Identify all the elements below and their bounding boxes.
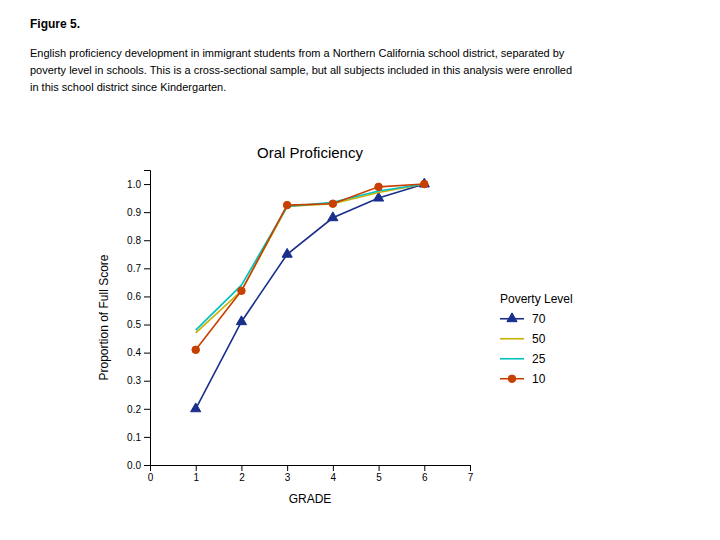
x-axis: 0 1 2 3 4 5 6 7 <box>148 465 474 483</box>
marks <box>191 178 430 412</box>
series-marker <box>238 287 246 295</box>
y-tick-mark <box>144 325 150 326</box>
legend-label: 10 <box>532 372 546 386</box>
series-marker <box>421 180 429 188</box>
y-tick-label: 0.0 <box>127 460 141 471</box>
series-marker <box>192 346 200 354</box>
chart: Figure 5. English proficiency development… <box>0 0 720 540</box>
y-tick-label: 0.3 <box>127 375 141 386</box>
y-tick: 1.0 <box>127 179 150 190</box>
legend-item: 50 <box>500 332 546 346</box>
series-marker <box>283 201 291 209</box>
series-marker <box>282 248 292 257</box>
plot: 0 1 2 3 4 5 6 7 0.0 0.1 0.2 0.3 0.4 0.5 0.6 0.7 0.8 0.9 1.… <box>97 144 474 506</box>
y-tick-label: 0.6 <box>127 291 141 302</box>
legend-symbol <box>507 313 517 322</box>
series-line <box>196 184 425 333</box>
series-line <box>196 184 425 350</box>
legend-item: 25 <box>500 352 546 366</box>
x-tick-label: 0 <box>148 472 154 483</box>
y-tick-label: 0.8 <box>127 235 141 246</box>
x-tick-label: 6 <box>422 472 428 483</box>
y-tick-label: 0.5 <box>127 319 141 330</box>
legend-item: 70 <box>500 312 546 326</box>
x-tick-label: 3 <box>285 472 291 483</box>
legend-item: 10 <box>500 372 546 386</box>
caption-line: English proficiency development in immig… <box>30 47 565 59</box>
y-tick-label: 0.9 <box>127 207 141 218</box>
x-tick-mark <box>424 465 425 471</box>
y-tick-mark <box>144 381 150 382</box>
y-tick-mark <box>144 212 150 213</box>
x-tick-label: 5 <box>376 472 382 483</box>
y-tick-label: 0.4 <box>127 347 141 358</box>
legend-swatch <box>500 338 524 340</box>
x-tick-mark <box>333 465 334 471</box>
y-tick: 0.2 <box>127 404 150 415</box>
legend-symbol <box>508 375 516 383</box>
title: Oral Proficiency <box>257 144 363 161</box>
series-marker <box>419 178 429 187</box>
x-tick-label: 4 <box>331 472 337 483</box>
y-tick: 0.1 <box>127 432 150 443</box>
x-tick-mark <box>287 465 288 471</box>
y-tick-label: 1.0 <box>127 179 141 190</box>
y-tick-label: 0.2 <box>127 404 141 415</box>
legend-label: 50 <box>532 332 546 346</box>
y-tick-mark <box>144 268 150 269</box>
series-line <box>196 184 425 409</box>
y-tick: 0.3 <box>127 375 150 386</box>
x-axis-title: GRADE <box>289 492 332 506</box>
x-tick: 1 <box>193 465 199 483</box>
series-marker <box>328 212 338 221</box>
x-axis-line <box>151 466 471 472</box>
y-tick-mark <box>144 296 150 297</box>
y-tick-mark <box>144 437 150 438</box>
caption-line: in this school district since Kindergart… <box>30 81 226 93</box>
y-tick: 0.4 <box>127 347 150 358</box>
y-tick-mark <box>144 184 150 185</box>
y-tick-label: 0.7 <box>127 263 141 274</box>
series-marker <box>375 183 383 191</box>
x-tick-mark <box>470 465 471 471</box>
y-tick-label: 0.1 <box>127 432 141 443</box>
y-axis-line <box>144 171 151 466</box>
x-tick: 5 <box>376 465 382 483</box>
y-axis-title: Proportion of Full Score <box>97 254 111 380</box>
x-tick-mark <box>241 465 242 471</box>
x-tick-label: 7 <box>468 472 474 483</box>
legend-title: Poverty Level <box>500 292 573 306</box>
legend-label: 25 <box>532 352 546 366</box>
x-tick: 7 <box>468 465 474 483</box>
x-tick-label: 1 <box>193 472 199 483</box>
series-marker <box>236 316 246 325</box>
y-tick: 0.0 <box>127 460 150 471</box>
legend-label: 70 <box>532 312 546 326</box>
series-marker <box>329 200 337 208</box>
x-tick: 4 <box>331 465 337 483</box>
x-tick: 0 <box>148 465 154 483</box>
x-tick-label: 2 <box>239 472 245 483</box>
legend-swatch <box>500 358 524 360</box>
y-tick: 0.8 <box>127 235 150 246</box>
x-tick: 3 <box>285 465 291 483</box>
caption-line: poverty level in schools. This is a cros… <box>30 64 572 76</box>
x-tick: 2 <box>239 465 245 483</box>
x-tick-mark <box>196 465 197 471</box>
y-axis: 0.0 0.1 0.2 0.3 0.4 0.5 0.6 0.7 0.8 0.9 1.0 <box>127 171 150 471</box>
y-tick: 0.6 <box>127 291 150 302</box>
y-tick: 0.7 <box>127 263 150 274</box>
x-tick: 6 <box>422 465 428 483</box>
series-marker <box>191 403 201 412</box>
y-tick: 0.9 <box>127 207 150 218</box>
y-tick-mark <box>144 353 150 354</box>
legend: Poverty Level 70 50 25 10 <box>500 292 573 386</box>
figure-label: Figure 5. <box>30 17 80 31</box>
series-line <box>196 184 425 330</box>
y-tick-mark <box>144 465 150 466</box>
y-tick-mark <box>144 409 150 410</box>
x-tick-mark <box>379 465 380 471</box>
y-tick-mark <box>144 240 150 241</box>
y-tick: 0.5 <box>127 319 150 330</box>
